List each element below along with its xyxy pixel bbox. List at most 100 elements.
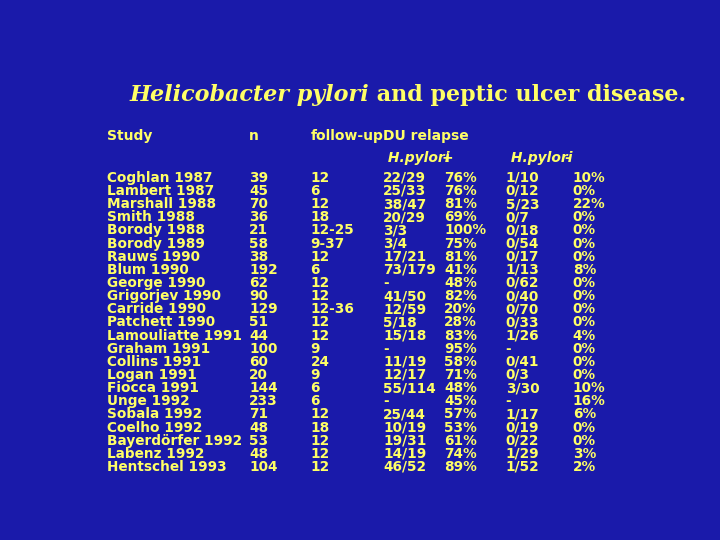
Text: 12/17: 12/17 — [383, 368, 426, 382]
Text: 3/4: 3/4 — [383, 237, 407, 251]
Text: 25/44: 25/44 — [383, 407, 426, 421]
Text: 69%: 69% — [444, 210, 477, 224]
Text: -: - — [505, 394, 511, 408]
Text: n: n — [249, 129, 259, 143]
Text: 12-25: 12-25 — [310, 224, 354, 238]
Text: 75%: 75% — [444, 237, 477, 251]
Text: 38/47: 38/47 — [383, 197, 426, 211]
Text: 0%: 0% — [572, 302, 595, 316]
Text: 12: 12 — [310, 447, 330, 461]
Text: 11/19: 11/19 — [383, 355, 426, 369]
Text: Hentschel 1993: Hentschel 1993 — [107, 460, 227, 474]
Text: +: + — [441, 151, 453, 165]
Text: 144: 144 — [249, 381, 278, 395]
Text: 14/19: 14/19 — [383, 447, 426, 461]
Text: 100%: 100% — [444, 224, 486, 238]
Text: 46/52: 46/52 — [383, 460, 426, 474]
Text: 22/29: 22/29 — [383, 171, 426, 185]
Text: Borody 1989: Borody 1989 — [107, 237, 204, 251]
Text: 6: 6 — [310, 184, 320, 198]
Text: 12: 12 — [310, 276, 330, 290]
Text: 76%: 76% — [444, 184, 477, 198]
Text: George 1990: George 1990 — [107, 276, 205, 290]
Text: 45%: 45% — [444, 394, 477, 408]
Text: 12: 12 — [310, 249, 330, 264]
Text: H.pylori: H.pylori — [383, 151, 449, 165]
Text: 0%: 0% — [572, 421, 595, 435]
Text: 9: 9 — [310, 342, 320, 356]
Text: 61%: 61% — [444, 434, 477, 448]
Text: 0/40: 0/40 — [505, 289, 539, 303]
Text: Patchett 1990: Patchett 1990 — [107, 315, 215, 329]
Text: 15/18: 15/18 — [383, 328, 426, 342]
Text: 36: 36 — [249, 210, 268, 224]
Text: 0%: 0% — [572, 184, 595, 198]
Text: Collins 1991: Collins 1991 — [107, 355, 201, 369]
Text: 1/29: 1/29 — [505, 447, 539, 461]
Text: 0/7: 0/7 — [505, 210, 530, 224]
Text: 25/33: 25/33 — [383, 184, 426, 198]
Text: 18: 18 — [310, 421, 330, 435]
Text: 90: 90 — [249, 289, 268, 303]
Text: DU relapse: DU relapse — [383, 129, 469, 143]
Text: 58: 58 — [249, 237, 268, 251]
Text: 0%: 0% — [572, 355, 595, 369]
Text: Fiocca 1991: Fiocca 1991 — [107, 381, 199, 395]
Text: 10%: 10% — [572, 381, 606, 395]
Text: 0/19: 0/19 — [505, 421, 539, 435]
Text: Grigorjev 1990: Grigorjev 1990 — [107, 289, 221, 303]
Text: 0/18: 0/18 — [505, 224, 539, 238]
Text: 44: 44 — [249, 328, 268, 342]
Text: Unge 1992: Unge 1992 — [107, 394, 189, 408]
Text: -: - — [383, 394, 389, 408]
Text: 51: 51 — [249, 315, 268, 329]
Text: 20: 20 — [249, 368, 268, 382]
Text: 0/41: 0/41 — [505, 355, 539, 369]
Text: 22%: 22% — [572, 197, 606, 211]
Text: 20/29: 20/29 — [383, 210, 426, 224]
Text: 1/17: 1/17 — [505, 407, 539, 421]
Text: 41/50: 41/50 — [383, 289, 426, 303]
Text: Lamouliatte 1991: Lamouliatte 1991 — [107, 328, 242, 342]
Text: 0/70: 0/70 — [505, 302, 539, 316]
Text: 95%: 95% — [444, 342, 477, 356]
Text: Graham 1991: Graham 1991 — [107, 342, 210, 356]
Text: 71%: 71% — [444, 368, 477, 382]
Text: Smith 1988: Smith 1988 — [107, 210, 194, 224]
Text: 58%: 58% — [444, 355, 477, 369]
Text: 104: 104 — [249, 460, 277, 474]
Text: -: - — [505, 342, 511, 356]
Text: 12: 12 — [310, 197, 330, 211]
Text: 8%: 8% — [572, 263, 596, 277]
Text: Study: Study — [107, 129, 152, 143]
Text: 73/179: 73/179 — [383, 263, 436, 277]
Text: and peptic ulcer disease.: and peptic ulcer disease. — [369, 84, 686, 105]
Text: 48%: 48% — [444, 276, 477, 290]
Text: Coelho 1992: Coelho 1992 — [107, 421, 202, 435]
Text: 12: 12 — [310, 434, 330, 448]
Text: 0%: 0% — [572, 249, 595, 264]
Text: 89%: 89% — [444, 460, 477, 474]
Text: 129: 129 — [249, 302, 278, 316]
Text: 76%: 76% — [444, 171, 477, 185]
Text: 0/17: 0/17 — [505, 249, 539, 264]
Text: 57%: 57% — [444, 407, 477, 421]
Text: 62: 62 — [249, 276, 268, 290]
Text: 0%: 0% — [572, 224, 595, 238]
Text: 83%: 83% — [444, 328, 477, 342]
Text: 55/114: 55/114 — [383, 381, 436, 395]
Text: Borody 1988: Borody 1988 — [107, 224, 204, 238]
Text: 24: 24 — [310, 355, 330, 369]
Text: Rauws 1990: Rauws 1990 — [107, 249, 199, 264]
Text: 0%: 0% — [572, 289, 595, 303]
Text: 3%: 3% — [572, 447, 596, 461]
Text: 48: 48 — [249, 421, 268, 435]
Text: 53: 53 — [249, 434, 268, 448]
Text: Coghlan 1987: Coghlan 1987 — [107, 171, 212, 185]
Text: 0%: 0% — [572, 342, 595, 356]
Text: 4%: 4% — [572, 328, 595, 342]
Text: 3/3: 3/3 — [383, 224, 408, 238]
Text: 12-36: 12-36 — [310, 302, 354, 316]
Text: 233: 233 — [249, 394, 278, 408]
Text: 39: 39 — [249, 171, 268, 185]
